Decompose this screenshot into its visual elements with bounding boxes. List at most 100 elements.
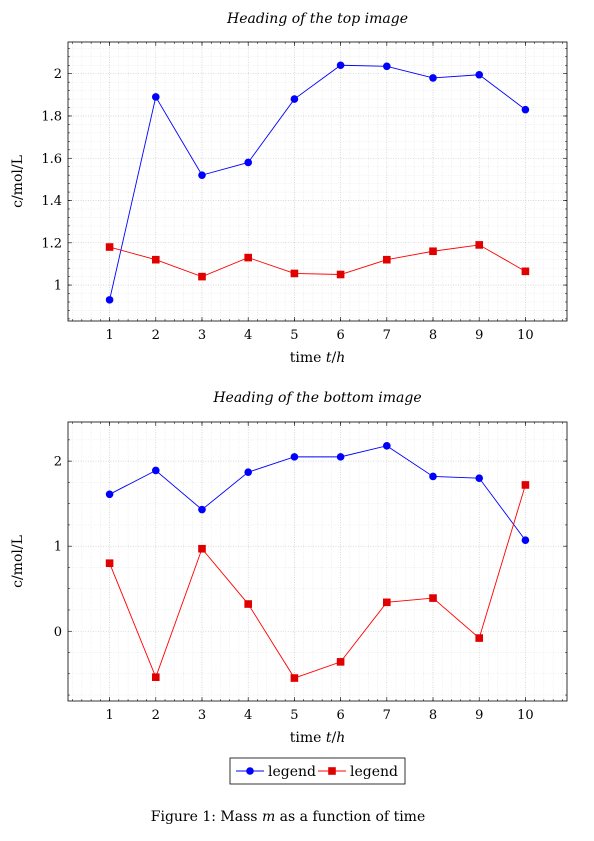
chart-title: Heading of the bottom image (212, 390, 421, 406)
x-tick-label: 8 (429, 328, 437, 343)
chart-title: Heading of the top image (226, 11, 408, 27)
data-point-square (521, 267, 530, 276)
series-line (109, 244, 526, 278)
legend-blue-label: legend (268, 764, 316, 780)
y-tick-label: 1.8 (41, 109, 62, 124)
data-point-square (475, 241, 484, 249)
data-point-circle (383, 442, 391, 450)
data-point-square (383, 598, 391, 607)
top-chart: 1 2 3 4 5 6 7 8 9 10 1 1.2 1.4 1.6 1.8 2 Heading of the … (10, 11, 568, 366)
data-point-square (383, 255, 391, 264)
data-point-circle (521, 536, 530, 545)
x-tick-label: 5 (290, 708, 298, 723)
series-line (109, 64, 526, 300)
data-point-square (521, 481, 530, 489)
y-tick-label: 1.2 (41, 236, 62, 251)
data-point-circle (105, 490, 114, 499)
caption-suffix: as a function of time (275, 809, 425, 825)
legend-box: legend legend (229, 757, 406, 785)
series-red (105, 241, 530, 281)
ticks (68, 42, 567, 321)
data-point-circle (475, 474, 484, 482)
series-blue (105, 61, 530, 304)
data-point-square (336, 270, 345, 279)
tick-labels: 1 2 3 4 5 6 7 8 9 10 0 1 2 (54, 455, 534, 723)
x-tick-label: 3 (198, 328, 206, 343)
y-axis-label: c/mol/L (10, 535, 26, 588)
x-tick-label: 5 (290, 328, 298, 343)
series-line (109, 484, 526, 679)
x-axis-label: time t/h (290, 350, 346, 366)
data-point-circle (290, 453, 299, 461)
data-point-circle (198, 505, 206, 514)
series-red (105, 481, 530, 682)
caption-symbol: m (262, 809, 275, 825)
data-point-square (105, 559, 114, 568)
data-point-circle (383, 62, 391, 71)
legend-red-marker (328, 767, 336, 775)
x-tick-label: 6 (336, 328, 344, 343)
x-tick-label: 9 (475, 328, 483, 343)
x-tick-label: 8 (429, 708, 437, 723)
x-tick-label: 2 (152, 328, 160, 343)
data-point-circle (105, 296, 114, 304)
y-tick-label: 1.6 (41, 152, 62, 167)
data-point-circle (336, 61, 345, 70)
y-tick-label: 1.4 (41, 194, 62, 209)
grid (68, 42, 567, 321)
y-tick-label: 1 (54, 540, 62, 555)
data-point-square (244, 600, 252, 608)
x-tick-label: 10 (517, 708, 534, 723)
data-point-square (429, 594, 437, 602)
data-point-square (151, 255, 160, 264)
tick-labels: 1 2 3 4 5 6 7 8 9 10 1 1.2 1.4 1.6 1.8 2 (41, 67, 533, 343)
y-tick-label: 2 (54, 455, 62, 470)
data-point-square (290, 674, 299, 682)
data-point-square (151, 673, 160, 681)
data-point-circle (290, 95, 299, 103)
data-point-square (198, 544, 206, 553)
plot-frame (67, 421, 568, 702)
x-tick-label: 9 (475, 708, 483, 723)
y-axis-label: c/mol/L (10, 155, 26, 208)
plot-frame (67, 41, 568, 322)
x-tick-label: 1 (105, 328, 113, 343)
data-point-square (244, 253, 252, 262)
series-line (109, 445, 526, 541)
data-point-circle (198, 171, 206, 179)
legend-red-label: legend (350, 764, 398, 780)
data-point-square (105, 243, 114, 251)
data-point-square (336, 658, 345, 666)
data-point-circle (336, 453, 345, 461)
y-tick-label: 2 (54, 67, 62, 82)
data-point-circle (429, 472, 437, 481)
figure-caption: Figure 1: Mass m as a function of time (151, 809, 425, 825)
x-tick-label: 7 (383, 708, 391, 723)
legend-entry-red: legend (318, 764, 398, 780)
grid (68, 422, 567, 701)
data-point-square (429, 247, 437, 256)
caption-prefix: Figure 1: Mass (151, 809, 262, 825)
legend-entry-blue: legend (236, 764, 316, 780)
x-tick-label: 4 (244, 708, 252, 723)
legend-blue-marker (246, 767, 254, 775)
data-point-square (290, 269, 299, 278)
data-point-circle (475, 70, 484, 79)
data-point-circle (151, 466, 160, 475)
data-point-square (198, 272, 206, 281)
y-tick-label: 1 (54, 279, 62, 294)
data-point-circle (244, 158, 252, 167)
data-point-circle (429, 74, 437, 82)
x-tick-label: 1 (105, 708, 113, 723)
data-point-circle (521, 105, 530, 114)
data-point-square (475, 634, 484, 642)
x-tick-label: 3 (198, 708, 206, 723)
series-blue (105, 442, 530, 545)
y-tick-label: 0 (54, 625, 62, 640)
ticks (68, 422, 567, 701)
bottom-chart: 1 2 3 4 5 6 7 8 9 10 0 1 2 Heading of the bottom imag… (10, 390, 568, 746)
x-tick-label: 7 (383, 328, 391, 343)
x-tick-label: 4 (244, 328, 252, 343)
data-point-circle (151, 93, 160, 101)
